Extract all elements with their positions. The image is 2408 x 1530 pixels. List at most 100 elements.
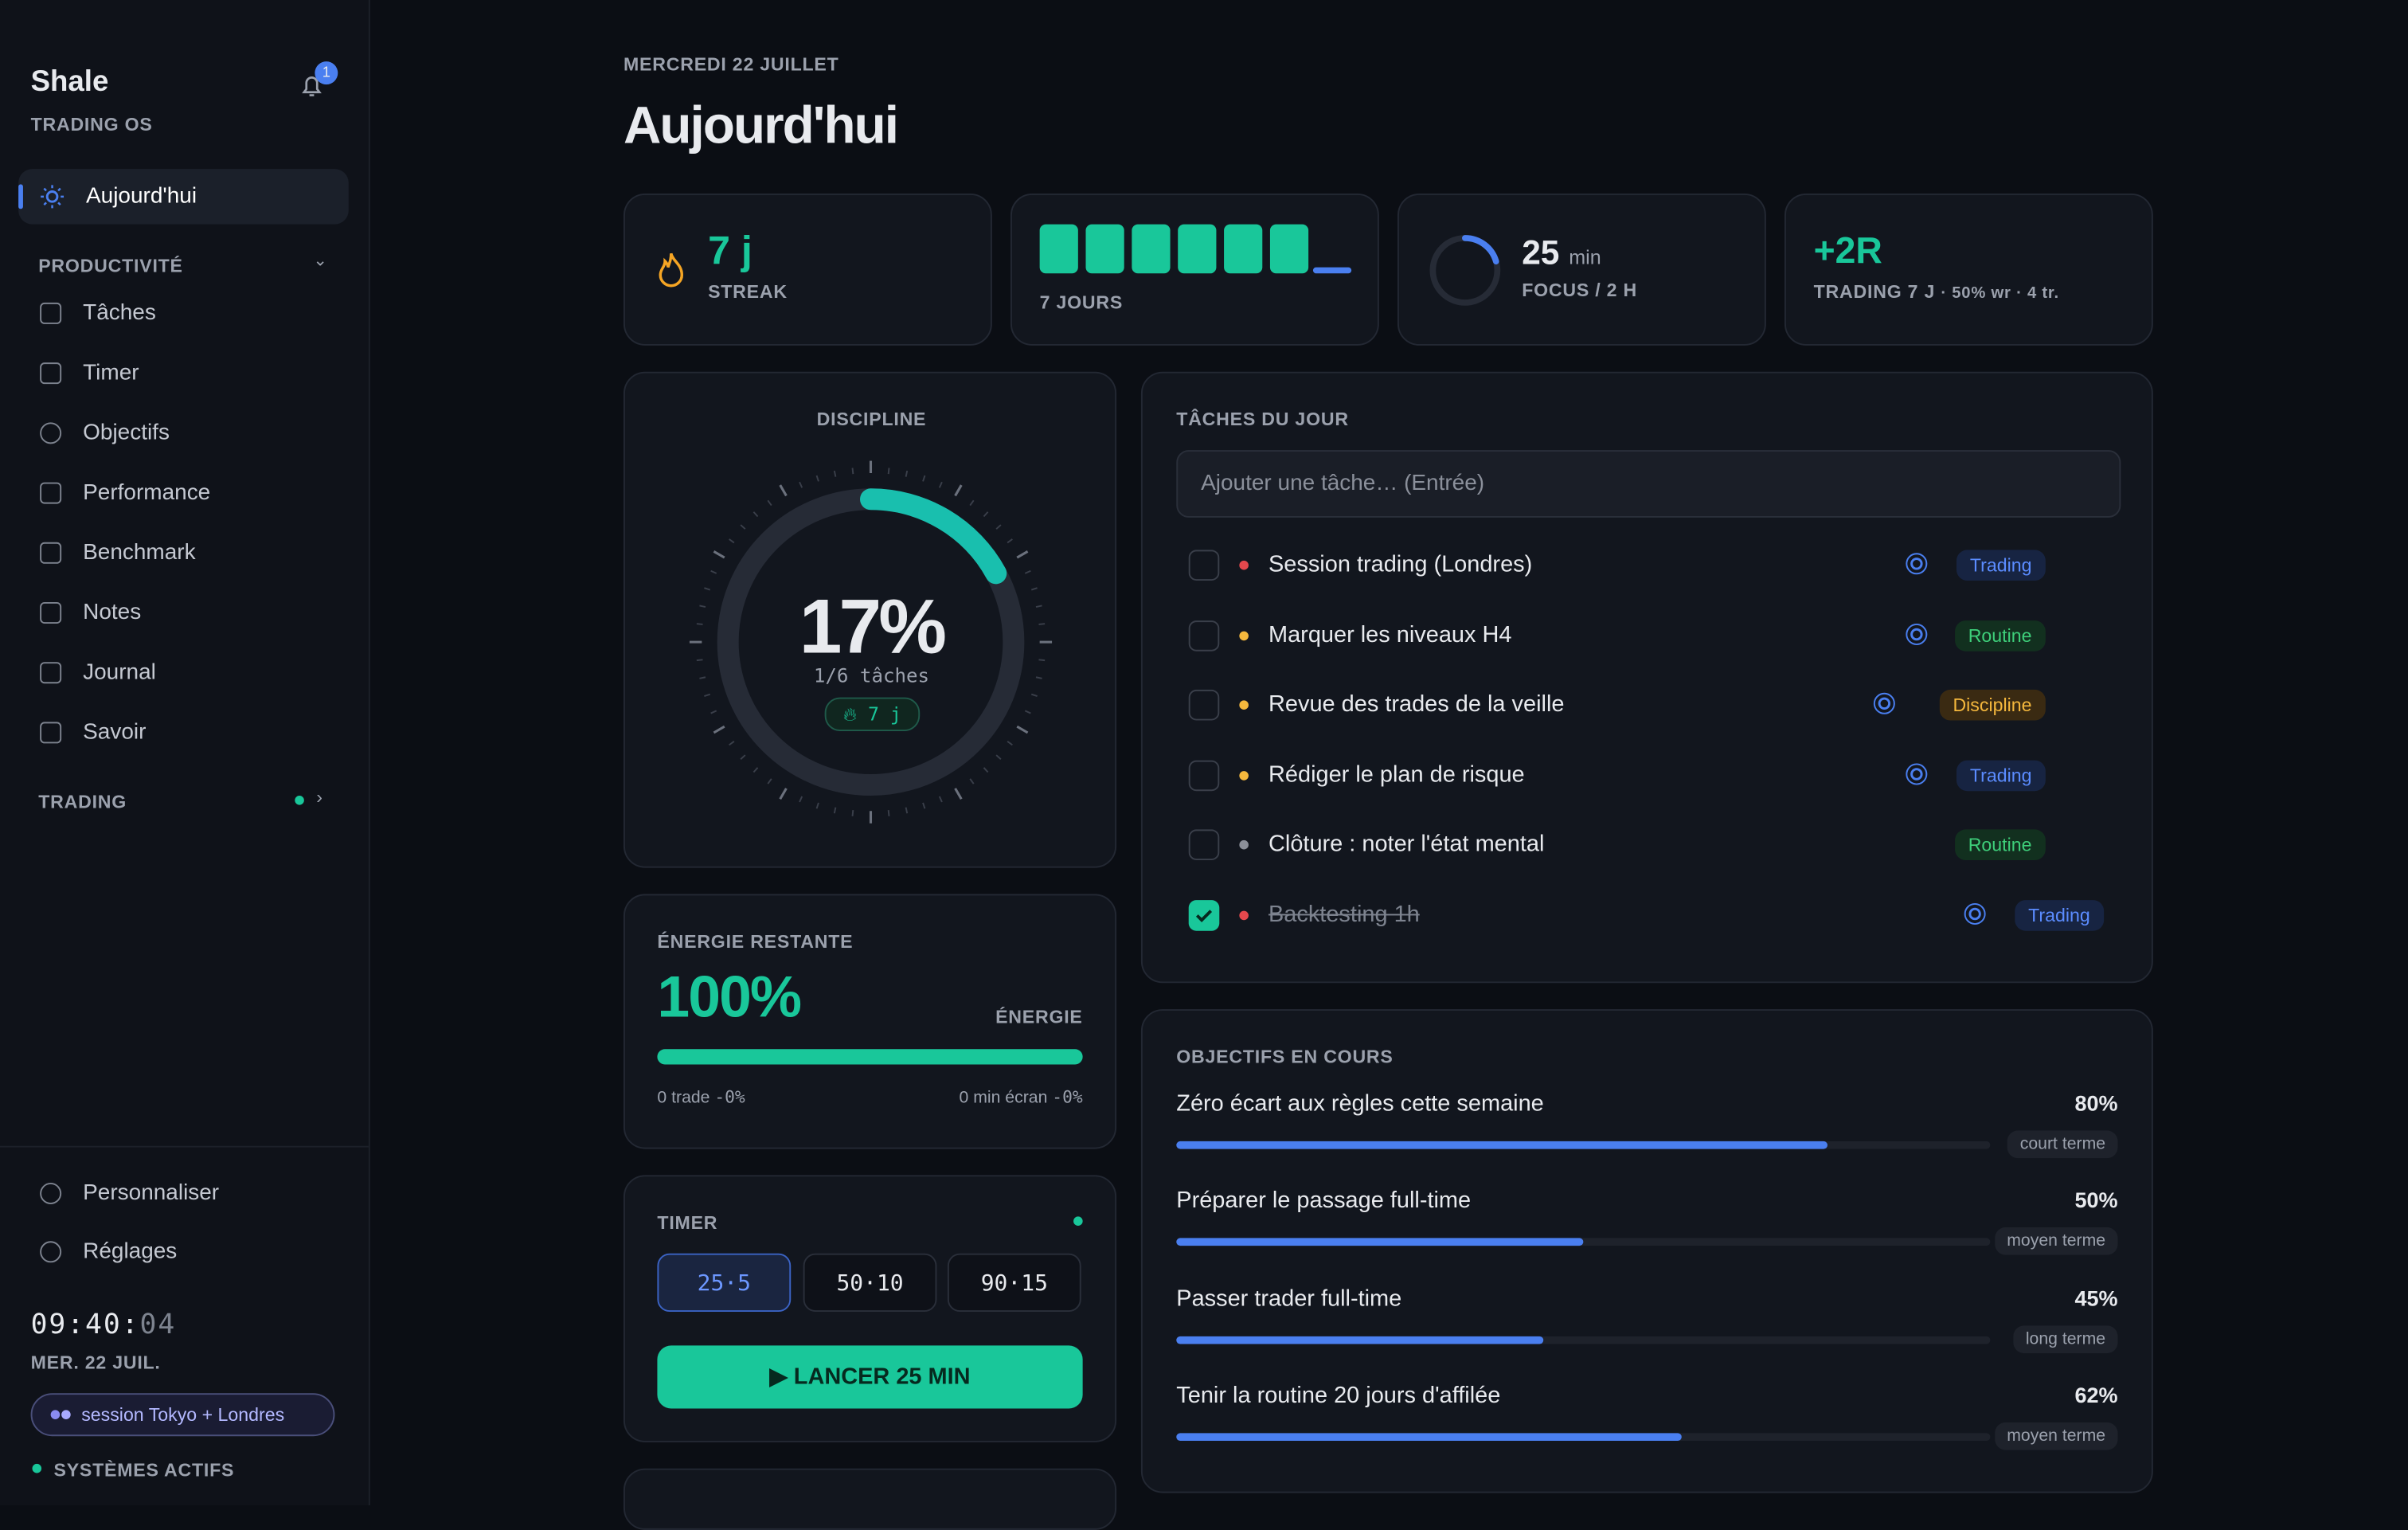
- gauge-tick: [799, 481, 803, 488]
- gauge-tick: [851, 468, 854, 475]
- status-dot: [32, 1463, 42, 1473]
- nav-icon: [40, 362, 62, 385]
- nav-item[interactable]: Personnaliser: [18, 1166, 349, 1221]
- focus-ring: [1429, 235, 1501, 306]
- gauge-tick: [983, 511, 989, 518]
- day-block: [1132, 224, 1171, 274]
- gauge-tick: [699, 676, 706, 679]
- task-text: Clôture : noter l'état mental: [1268, 831, 1545, 858]
- nav-label: Savoir: [83, 720, 147, 745]
- task-checkbox[interactable]: [1188, 689, 1220, 721]
- gauge-tick: [969, 778, 975, 785]
- energy-left: 0 trade -0%: [657, 1087, 745, 1107]
- nav-icon: [40, 1241, 62, 1263]
- nav-icon: [40, 662, 62, 684]
- goal-name: Tenir la routine 20 jours d'affilée: [1176, 1382, 1501, 1409]
- nav-item-active[interactable]: Aujourd'hui: [18, 169, 349, 225]
- task-checkbox[interactable]: [1188, 829, 1220, 860]
- discipline-percent: 17%: [799, 583, 947, 670]
- nav-item[interactable]: Performance: [18, 465, 349, 520]
- start-button[interactable]: ▶ LANCER 25 MIN: [657, 1345, 1083, 1409]
- target-icon: [1906, 762, 1928, 785]
- nav-item[interactable]: Notes: [18, 585, 349, 640]
- gauge-tick: [905, 807, 909, 814]
- stat-label: STREAK: [708, 280, 788, 303]
- goals-card: OBJECTIFS EN COURS Zéro écart aux règles…: [1140, 1009, 2153, 1493]
- priority-dot: [1239, 700, 1249, 710]
- flame-icon: [659, 252, 684, 288]
- nav-label: Tâches: [83, 300, 156, 326]
- card-title: OBJECTIFS EN COURS: [1176, 1046, 1394, 1068]
- discipline-card: DISCIPLINE 17% 1/6 tâches 🔥︎ 7 j: [623, 371, 1117, 868]
- task-text: Backtesting 1h: [1268, 902, 1420, 928]
- card-title: DISCIPLINE: [816, 408, 927, 430]
- gauge-tick: [983, 767, 989, 773]
- bell[interactable]: [298, 72, 326, 100]
- gauge-tick: [713, 725, 725, 734]
- target-icon: [1906, 623, 1928, 645]
- gauge-tick: [922, 475, 926, 482]
- stat-card: +2R TRADING 7 J · 50% wr · 4 tr.: [1784, 193, 2153, 346]
- nav-item[interactable]: Journal: [18, 645, 349, 700]
- task-input[interactable]: Ajouter une tâche… (Entrée): [1176, 450, 2121, 518]
- streak-pill: 🔥︎ 7 j: [824, 697, 921, 731]
- task-checkbox[interactable]: [1188, 900, 1220, 931]
- chevron[interactable]: ⌄: [313, 252, 328, 271]
- target-icon: [1873, 692, 1895, 714]
- nav-label: Aujourd'hui: [85, 184, 197, 209]
- sun-icon: [41, 185, 64, 209]
- nav-item[interactable]: Réglages: [18, 1224, 349, 1279]
- nav-item[interactable]: Benchmark: [18, 526, 349, 581]
- timer-preset[interactable]: 50·10: [803, 1253, 937, 1312]
- gauge-tick: [815, 475, 819, 482]
- energy-card: ÉNERGIE RESTANTE 100% ÉNERGIE 0 trade -0…: [623, 894, 1117, 1149]
- task-checkbox[interactable]: [1188, 759, 1220, 791]
- gauge-tick: [729, 538, 735, 544]
- nav-item[interactable]: Timer: [18, 346, 349, 401]
- clock: 09:40:04: [31, 1309, 177, 1340]
- gauge-tick: [995, 754, 1002, 760]
- priority-dot: [1239, 839, 1249, 850]
- day-block: [1178, 224, 1217, 274]
- notification-badge: 1: [315, 61, 338, 85]
- gauge-tick: [779, 484, 788, 497]
- task-tag: Discipline: [1939, 689, 2046, 721]
- nav-item[interactable]: Tâches: [18, 286, 349, 341]
- gauge-tick: [954, 788, 963, 800]
- trading-label: TRADING 7 J: [1813, 280, 1936, 303]
- energy-delta: -0%: [714, 1087, 745, 1108]
- nav-label: Objectifs: [83, 421, 170, 446]
- energy-bar: [657, 1049, 1083, 1065]
- energy-label: ÉNERGIE: [995, 1006, 1083, 1028]
- stat-card: 7 j STREAK: [623, 193, 992, 346]
- chevron[interactable]: ›: [316, 786, 322, 808]
- stat-label: 7 JOURS: [1039, 292, 1124, 314]
- gauge-tick: [969, 499, 975, 507]
- nav-label: Réglages: [83, 1239, 178, 1265]
- nav-label: Benchmark: [83, 540, 196, 565]
- status-label: SYSTÈMES ACTIFS: [53, 1459, 235, 1481]
- gauge-tick: [1035, 676, 1042, 679]
- goal-term: court terme: [2007, 1130, 2118, 1159]
- nav-item[interactable]: Savoir: [18, 705, 349, 760]
- focus-unit: min: [1569, 245, 1601, 269]
- goal-name: Zéro écart aux règles cette semaine: [1176, 1090, 1544, 1117]
- gauge-tick: [752, 767, 759, 773]
- target-icon: [1906, 553, 1928, 575]
- gauge-tick: [704, 693, 711, 697]
- sidebar-date: MER. 22 JUIL.: [30, 1352, 161, 1374]
- gauge-tick: [1024, 710, 1031, 714]
- timer-preset[interactable]: 25·5: [657, 1253, 792, 1312]
- nav-item[interactable]: Objectifs: [18, 405, 349, 460]
- gauge-tick: [729, 741, 735, 746]
- brand-subtitle: TRADING OS: [30, 113, 153, 135]
- gauge-tick: [740, 754, 746, 760]
- timer-preset[interactable]: 90·15: [947, 1253, 1081, 1312]
- gauge-tick: [799, 796, 803, 803]
- priority-dot: [1239, 630, 1249, 640]
- task-checkbox[interactable]: [1188, 620, 1220, 651]
- energy-value: 100%: [657, 966, 802, 1031]
- task-checkbox[interactable]: [1188, 550, 1220, 581]
